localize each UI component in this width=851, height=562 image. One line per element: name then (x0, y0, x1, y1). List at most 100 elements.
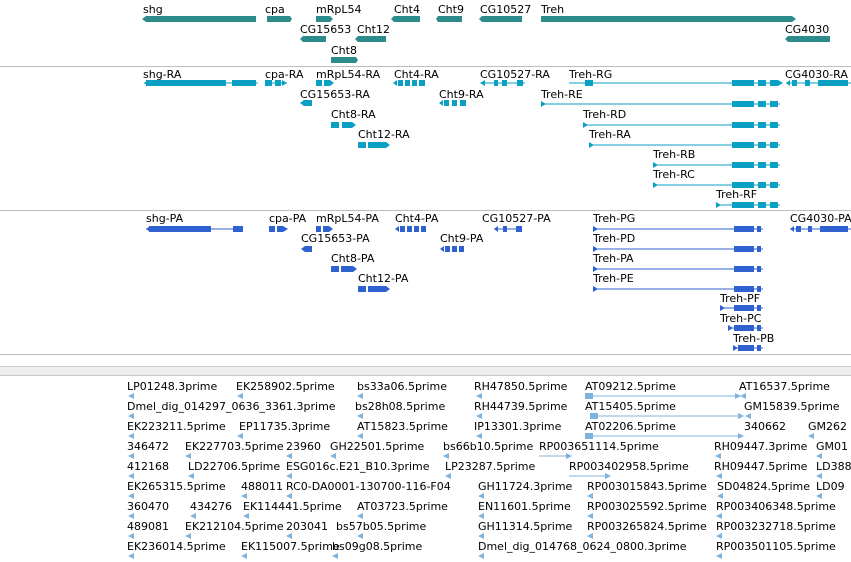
gene-label[interactable]: Cht9 (438, 3, 464, 16)
gene-label[interactable]: CG10527 (480, 3, 532, 16)
transcript-label[interactable]: CG15653-RA (300, 88, 370, 101)
est-label[interactable]: AT15823.5prime (357, 420, 448, 433)
est-label[interactable]: RP003651114.5prime (539, 440, 659, 453)
est-label[interactable]: bs33a06.5prime (357, 380, 447, 393)
est-label[interactable]: GM262 (808, 420, 848, 433)
gene-label[interactable]: Cht8 (331, 44, 357, 57)
protein-label[interactable]: CG10527-PA (482, 212, 551, 225)
gene-label[interactable]: CG15653 (300, 23, 352, 36)
est-label[interactable]: RC0-DA0001-130700-116-F04 (286, 480, 451, 493)
est-label[interactable]: 340662 (744, 420, 786, 433)
est-label[interactable]: AT02206.5prime (585, 420, 676, 433)
est-label[interactable]: EP11735.3prime (239, 420, 331, 433)
est-label[interactable]: Dmel_dig_014297_0636_3361.3prime (127, 400, 336, 413)
est-label[interactable]: bs66b10.5prime (443, 440, 534, 453)
protein-label[interactable]: Treh-PC (720, 312, 762, 325)
est-label[interactable]: RH44739.5prime (474, 400, 568, 413)
transcript-label[interactable]: Treh-RC (653, 168, 695, 181)
est-label[interactable]: AT15405.5prime (585, 400, 676, 413)
est-label[interactable]: 489081 (127, 520, 169, 533)
transcript-label[interactable]: shg-RA (143, 68, 182, 81)
est-label[interactable]: RP003265824.5prime (587, 520, 707, 533)
est-label[interactable]: 412168 (127, 460, 169, 473)
transcript-label[interactable]: Cht4-RA (394, 68, 439, 81)
gene-label[interactable]: CG4030 (785, 23, 830, 36)
horizontal-scrollbar[interactable] (0, 366, 851, 376)
est-label[interactable]: EK212104.5prime (185, 520, 284, 533)
protein-label[interactable]: shg-PA (146, 212, 184, 225)
protein-label[interactable]: Cht12-PA (358, 272, 409, 285)
protein-label[interactable]: Cht8-PA (331, 252, 375, 265)
protein-label[interactable]: Treh-PA (593, 252, 634, 265)
gene-label[interactable]: mRpL54 (316, 3, 362, 16)
est-label[interactable]: EK223211.5prime (127, 420, 226, 433)
est-label[interactable]: 23960 (286, 440, 321, 453)
protein-label[interactable]: Cht4-PA (395, 212, 439, 225)
transcript-label[interactable]: Treh-RB (653, 148, 696, 161)
est-label[interactable]: RP003402958.5prime (569, 460, 689, 473)
protein-label[interactable]: cpa-PA (269, 212, 307, 225)
transcript-label[interactable]: Cht12-RA (358, 128, 410, 141)
transcript-label[interactable]: Treh-RA (589, 128, 631, 141)
est-label[interactable]: RP003015843.5prime (587, 480, 707, 493)
est-label[interactable]: LP01248.3prime (127, 380, 218, 393)
est-label[interactable]: Dmel_dig_014768_0624_0800.3prime (478, 540, 687, 553)
est-label[interactable]: LP23287.5prime (445, 460, 536, 473)
est-label[interactable]: LD388 (816, 460, 851, 473)
est-label[interactable]: RP003025592.5prime (587, 500, 707, 513)
transcript-label[interactable]: Treh-RE (541, 88, 583, 101)
est-label[interactable]: EK114441.5prime (243, 500, 342, 513)
est-label[interactable]: RH09447.5prime (714, 460, 808, 473)
est-label[interactable]: IP13301.3prime (474, 420, 562, 433)
est-label[interactable]: AT03723.5prime (357, 500, 448, 513)
est-label[interactable]: EN11601.5prime (478, 500, 571, 513)
protein-label[interactable]: Cht9-PA (440, 232, 484, 245)
protein-label[interactable]: Treh-PD (593, 232, 636, 245)
est-label[interactable]: 434276 (190, 500, 232, 513)
est-label[interactable]: GM15839.5prime (744, 400, 840, 413)
est-label[interactable]: GH11314.5prime (478, 520, 573, 533)
protein-label[interactable]: Treh-PB (733, 332, 775, 345)
est-label[interactable]: EK236014.5prime (127, 540, 226, 553)
gene-label[interactable]: Treh (541, 3, 565, 16)
gene-label[interactable]: Cht12 (357, 23, 390, 36)
est-label[interactable]: EK115007.5prime (241, 540, 340, 553)
transcript-label[interactable]: CG4030-RA (785, 68, 848, 81)
est-label[interactable]: AT09212.5prime (585, 380, 676, 393)
protein-label[interactable]: CG15653-PA (301, 232, 370, 245)
protein-label[interactable]: mRpL54-PA (316, 212, 379, 225)
transcript-label[interactable]: Cht9-RA (439, 88, 484, 101)
est-label[interactable]: RH47850.5prime (474, 380, 568, 393)
est-label[interactable]: LD09 (816, 480, 845, 493)
transcript-label[interactable]: Cht8-RA (331, 108, 376, 121)
protein-label[interactable]: Treh-PE (593, 272, 634, 285)
gene-label[interactable]: cpa (265, 3, 285, 16)
est-label[interactable]: EK265315.5prime (127, 480, 226, 493)
transcript-label[interactable]: CG10527-RA (480, 68, 550, 81)
protein-label[interactable]: Treh-PF (720, 292, 761, 305)
est-label[interactable]: RP003501105.5prime (716, 540, 836, 553)
gene-label[interactable]: shg (143, 3, 163, 16)
transcript-label[interactable]: mRpL54-RA (316, 68, 381, 81)
est-label[interactable]: GM01 (816, 440, 849, 453)
est-label[interactable]: AT16537.5prime (739, 380, 830, 393)
est-label[interactable]: RH09447.3prime (714, 440, 808, 453)
est-label[interactable]: EK258902.5prime (236, 380, 335, 393)
protein-label[interactable]: CG4030-PA (790, 212, 851, 225)
est-label[interactable]: RP003232718.5prime (716, 520, 836, 533)
transcript-label[interactable]: Treh-RF (716, 188, 758, 201)
est-label[interactable]: 346472 (127, 440, 169, 453)
est-label[interactable]: GH11724.3prime (478, 480, 573, 493)
transcript-label[interactable]: Treh-RD (583, 108, 627, 121)
est-label[interactable]: 488011 (241, 480, 283, 493)
est-label[interactable]: EK227703.5prime (185, 440, 284, 453)
transcript-label[interactable]: cpa-RA (265, 68, 304, 81)
est-label[interactable]: GH22501.5prime (330, 440, 425, 453)
est-label[interactable]: bs57b05.5prime (336, 520, 427, 533)
est-label[interactable]: ESG016c.E21_B10.3prime (286, 460, 430, 473)
est-label[interactable]: bs09g08.5prime (332, 540, 423, 553)
protein-label[interactable]: Treh-PG (593, 212, 636, 225)
gene-label[interactable]: Cht4 (394, 3, 420, 16)
est-label[interactable]: 203041 (286, 520, 328, 533)
transcript-label[interactable]: Treh-RG (569, 68, 613, 81)
